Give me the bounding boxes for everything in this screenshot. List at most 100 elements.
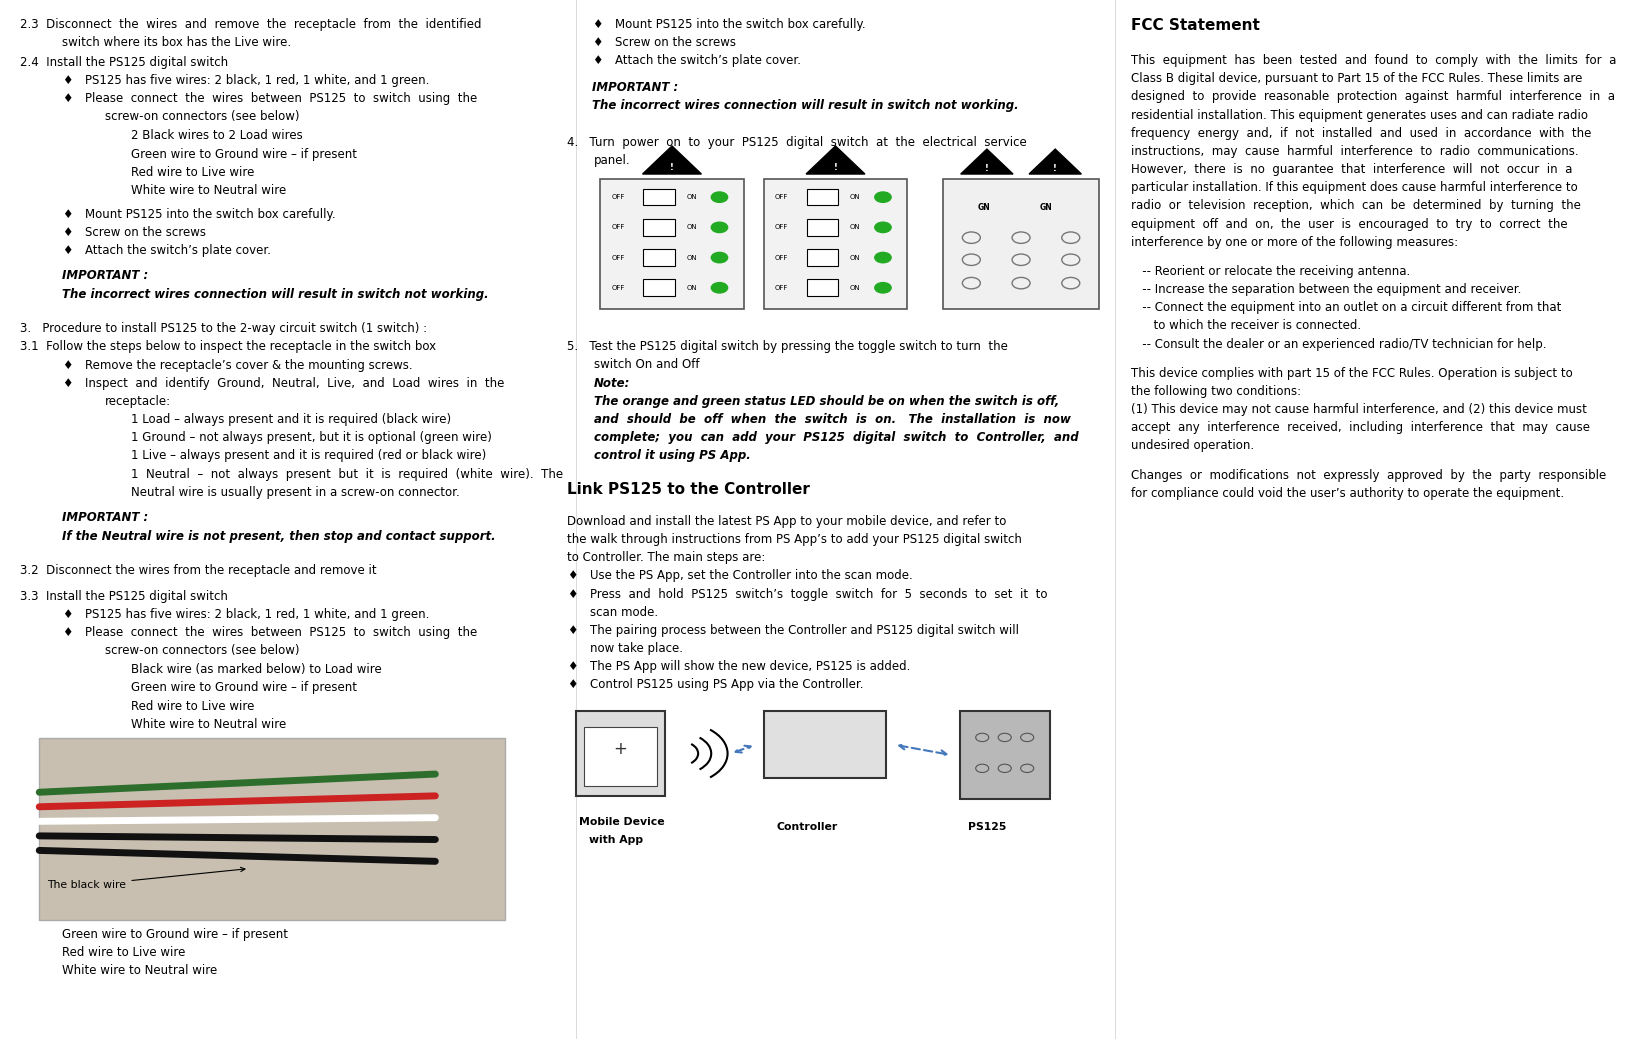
Bar — [806, 219, 839, 236]
Text: the following two conditions:: the following two conditions: — [1131, 384, 1301, 398]
Text: ♦: ♦ — [567, 678, 577, 692]
Text: 3.3  Install the PS125 digital switch: 3.3 Install the PS125 digital switch — [20, 589, 227, 603]
Circle shape — [711, 192, 728, 203]
Text: to Controller. The main steps are:: to Controller. The main steps are: — [567, 551, 765, 564]
Text: GN: GN — [1040, 204, 1053, 212]
Text: 5.   Test the PS125 digital switch by pressing the toggle switch to turn  the: 5. Test the PS125 digital switch by pres… — [567, 340, 1009, 353]
Text: !: ! — [1053, 164, 1058, 172]
Text: !: ! — [984, 164, 989, 172]
Text: Inspect  and  identify  Ground,  Neutral,  Live,  and  Load  wires  in  the: Inspect and identify Ground, Neutral, Li… — [85, 377, 504, 390]
Text: This device complies with part 15 of the FCC Rules. Operation is subject to: This device complies with part 15 of the… — [1131, 367, 1573, 380]
Polygon shape — [1028, 149, 1081, 174]
Text: Neutral wire is usually present in a screw-on connector.: Neutral wire is usually present in a scr… — [131, 486, 459, 499]
Text: IMPORTANT :: IMPORTANT : — [62, 511, 149, 525]
Text: 3.   Procedure to install PS125 to the 2-way circuit switch (1 switch) :: 3. Procedure to install PS125 to the 2-w… — [20, 322, 427, 336]
Text: Red wire to Live wire: Red wire to Live wire — [131, 699, 253, 713]
Text: OFF: OFF — [611, 194, 625, 201]
Text: PS125 has five wires: 2 black, 1 red, 1 white, and 1 green.: PS125 has five wires: 2 black, 1 red, 1 … — [85, 608, 430, 620]
Text: ON: ON — [850, 194, 860, 201]
Text: -- Increase the separation between the equipment and receiver.: -- Increase the separation between the e… — [1131, 283, 1522, 296]
Bar — [643, 219, 675, 236]
Circle shape — [711, 283, 728, 293]
Text: The pairing process between the Controller and PS125 digital switch will: The pairing process between the Controll… — [590, 623, 1019, 637]
Bar — [943, 179, 1099, 309]
Text: PS125 has five wires: 2 black, 1 red, 1 white, and 1 green.: PS125 has five wires: 2 black, 1 red, 1 … — [85, 74, 430, 87]
Text: -- Connect the equipment into an outlet on a circuit different from that: -- Connect the equipment into an outlet … — [1131, 301, 1561, 315]
Bar — [960, 711, 1050, 799]
Bar — [643, 249, 675, 266]
Polygon shape — [643, 145, 701, 174]
Text: 1 Live – always present and it is required (red or black wire): 1 Live – always present and it is requir… — [131, 450, 486, 462]
Text: Changes  or  modifications  not  expressly  approved  by  the  party  responsibl: Changes or modifications not expressly a… — [1131, 469, 1607, 482]
Text: Green wire to Ground wire – if present: Green wire to Ground wire – if present — [62, 928, 288, 941]
Bar — [806, 279, 839, 296]
Text: OFF: OFF — [775, 285, 788, 291]
Text: Class B digital device, pursuant to Part 15 of the FCC Rules. These limits are: Class B digital device, pursuant to Part… — [1131, 73, 1583, 85]
Text: ON: ON — [850, 255, 860, 261]
Bar — [806, 189, 839, 206]
Text: OFF: OFF — [775, 194, 788, 201]
Text: This  equipment  has  been  tested  and  found  to  comply  with  the  limits  f: This equipment has been tested and found… — [1131, 54, 1617, 68]
Text: to which the receiver is connected.: to which the receiver is connected. — [1131, 319, 1362, 332]
Polygon shape — [961, 149, 1014, 174]
Text: ♦: ♦ — [62, 92, 72, 105]
Text: Note:: Note: — [594, 376, 629, 390]
Text: equipment  off  and  on,  the  user  is  encouraged  to  try  to  correct  the: equipment off and on, the user is encour… — [1131, 217, 1568, 231]
Text: Please  connect  the  wires  between  PS125  to  switch  using  the: Please connect the wires between PS125 t… — [85, 625, 477, 639]
Text: Controller: Controller — [777, 822, 837, 832]
Text: ♦: ♦ — [62, 208, 72, 220]
Text: Red wire to Live wire: Red wire to Live wire — [62, 945, 185, 959]
Text: complete;  you  can  add  your  PS125  digital  switch  to  Controller,  and: complete; you can add your PS125 digital… — [594, 431, 1077, 445]
Text: Press  and  hold  PS125  switch’s  toggle  switch  for  5  seconds  to  set  it : Press and hold PS125 switch’s toggle swi… — [590, 587, 1048, 601]
Text: ♦: ♦ — [62, 358, 72, 372]
Text: frequency  energy  and,  if  not  installed  and  used  in  accordance  with  th: frequency energy and, if not installed a… — [1131, 127, 1592, 140]
Bar — [576, 711, 665, 796]
Text: and  should  be  off  when  the  switch  is  on.   The  installation  is  now: and should be off when the switch is on.… — [594, 412, 1071, 426]
Text: Screw on the screws: Screw on the screws — [615, 35, 736, 49]
Bar — [806, 249, 839, 266]
Text: ♦: ♦ — [62, 225, 72, 239]
Text: White wire to Neutral wire: White wire to Neutral wire — [131, 184, 286, 197]
Text: OFF: OFF — [775, 255, 788, 261]
Text: ♦: ♦ — [62, 74, 72, 87]
Text: screw-on connectors (see below): screw-on connectors (see below) — [105, 110, 299, 124]
Text: PS125: PS125 — [968, 822, 1006, 832]
Text: Mobile Device: Mobile Device — [579, 817, 664, 827]
Text: Control PS125 using PS App via the Controller.: Control PS125 using PS App via the Contr… — [590, 678, 863, 692]
Text: White wire to Neutral wire: White wire to Neutral wire — [62, 964, 217, 978]
Text: OFF: OFF — [775, 224, 788, 231]
Text: FCC Statement: FCC Statement — [1131, 18, 1261, 32]
Text: ♦: ♦ — [567, 660, 577, 673]
Text: particular installation. If this equipment does cause harmful interference to: particular installation. If this equipme… — [1131, 181, 1578, 194]
Text: receptacle:: receptacle: — [105, 395, 170, 408]
Text: residential installation. This equipment generates uses and can radiate radio: residential installation. This equipment… — [1131, 108, 1589, 122]
Text: switch On and Off: switch On and Off — [594, 358, 700, 372]
Text: ♦: ♦ — [62, 608, 72, 620]
Polygon shape — [806, 145, 865, 174]
Text: the walk through instructions from PS App’s to add your PS125 digital switch: the walk through instructions from PS Ap… — [567, 533, 1022, 547]
Text: OFF: OFF — [611, 285, 625, 291]
Text: 1 Load – always present and it is required (black wire): 1 Load – always present and it is requir… — [131, 414, 451, 426]
Text: ♦: ♦ — [592, 54, 602, 68]
Text: Mount PS125 into the switch box carefully.: Mount PS125 into the switch box carefull… — [615, 18, 865, 31]
Text: ♦: ♦ — [592, 35, 602, 49]
Text: The incorrect wires connection will result in switch not working.: The incorrect wires connection will resu… — [62, 288, 489, 300]
Text: interference by one or more of the following measures:: interference by one or more of the follo… — [1131, 236, 1458, 249]
Text: Screw on the screws: Screw on the screws — [85, 225, 206, 239]
Bar — [600, 179, 744, 309]
Circle shape — [875, 192, 891, 203]
Bar — [764, 711, 886, 778]
Circle shape — [711, 252, 728, 263]
Circle shape — [875, 283, 891, 293]
Text: radio  or  television  reception,  which  can  be  determined  by  turning  the: radio or television reception, which can… — [1131, 199, 1581, 213]
Text: IMPORTANT :: IMPORTANT : — [62, 269, 149, 283]
Text: scan mode.: scan mode. — [590, 606, 659, 619]
Text: OFF: OFF — [611, 224, 625, 231]
Text: screw-on connectors (see below): screw-on connectors (see below) — [105, 644, 299, 657]
Text: ON: ON — [687, 255, 697, 261]
Text: Red wire to Live wire: Red wire to Live wire — [131, 166, 253, 179]
Text: -- Reorient or relocate the receiving antenna.: -- Reorient or relocate the receiving an… — [1131, 265, 1411, 278]
Text: accept  any  interference  received,  including  interference  that  may  cause: accept any interference received, includ… — [1131, 421, 1591, 434]
Text: !: ! — [670, 163, 674, 172]
Text: 1  Neutral  –  not  always  present  but  it  is  required  (white  wire).  The: 1 Neutral – not always present but it is… — [131, 468, 562, 481]
